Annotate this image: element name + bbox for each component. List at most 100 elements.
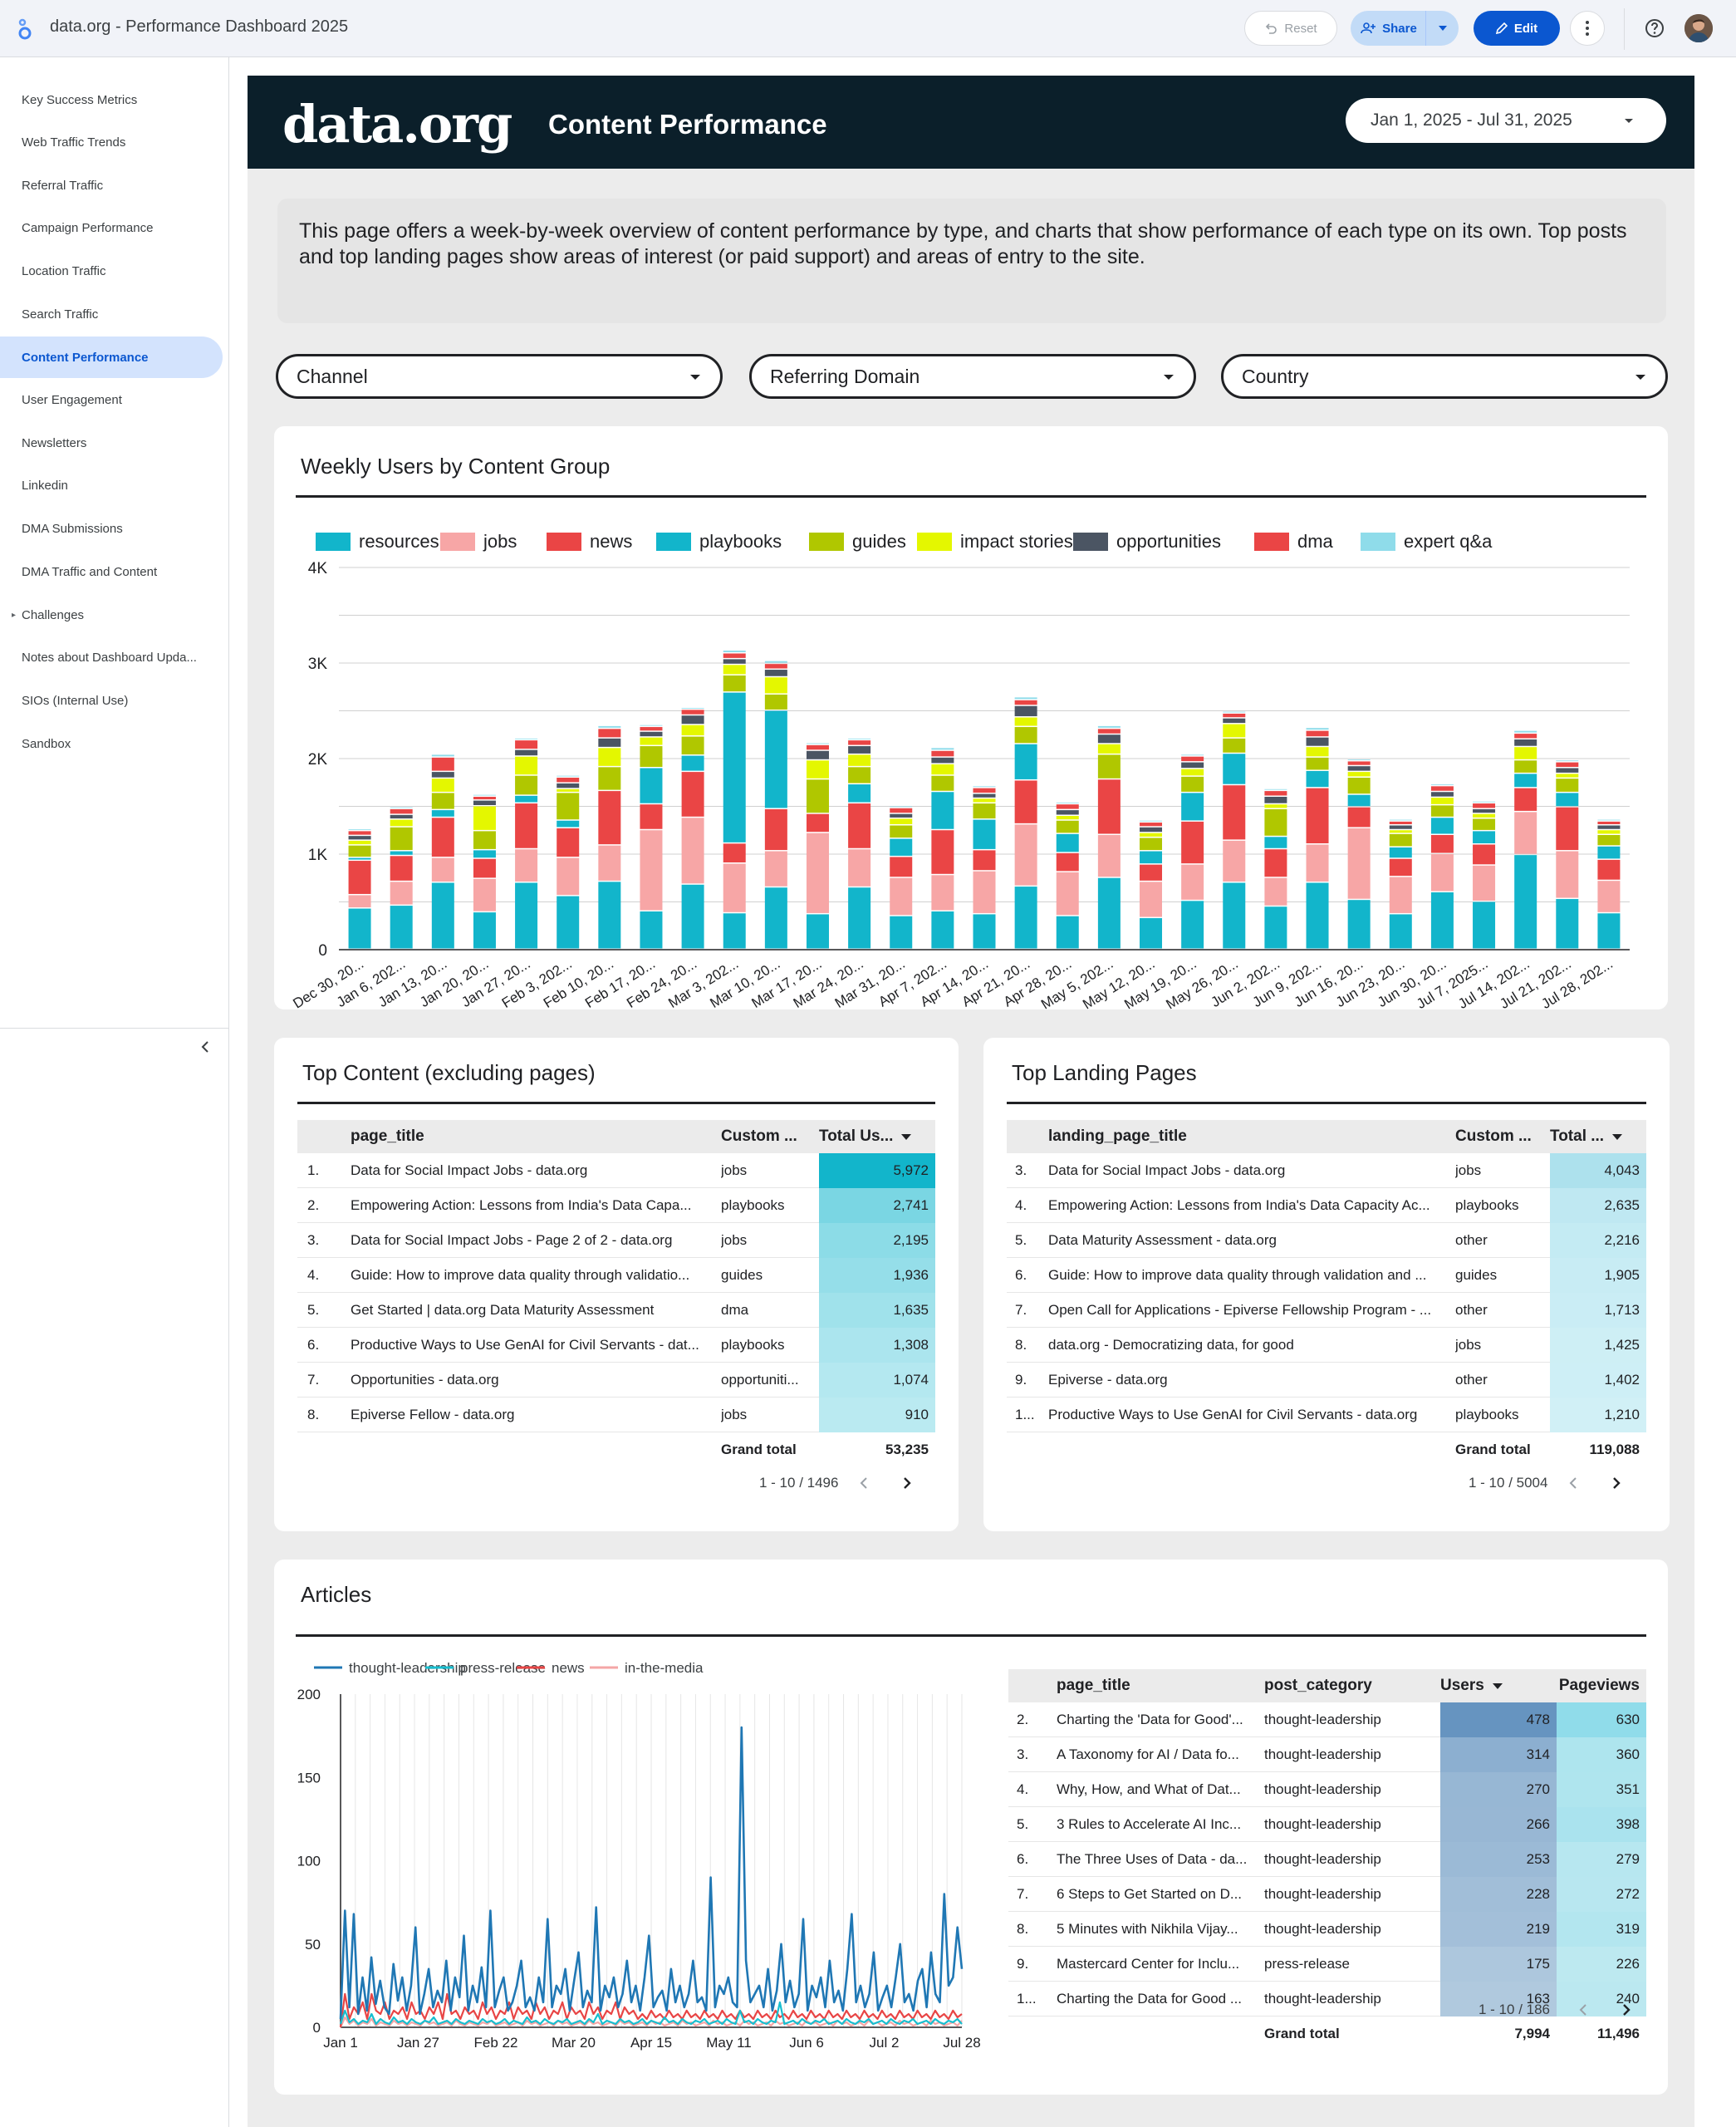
bar-segment-guides[interactable] bbox=[640, 746, 663, 767]
table-row[interactable]: 7. Opportunities - data.org opportuniti...… bbox=[297, 1363, 935, 1398]
bar-segment-guides[interactable] bbox=[1347, 778, 1371, 794]
column-header-total[interactable]: Total ... bbox=[1550, 1120, 1646, 1153]
bar-segment-news[interactable] bbox=[348, 861, 371, 894]
table-row[interactable]: 3. Data for Social Impact Jobs - data.org… bbox=[1007, 1153, 1646, 1188]
bar-segment-news[interactable] bbox=[1347, 807, 1371, 828]
bar-segment-impact-stories[interactable] bbox=[806, 760, 829, 779]
bar-segment-jobs[interactable] bbox=[1597, 881, 1621, 912]
bar-segment-playbooks[interactable] bbox=[1473, 831, 1496, 843]
bar-segment-news[interactable] bbox=[1264, 849, 1287, 877]
bar-segment-playbooks[interactable] bbox=[1514, 774, 1537, 788]
bar-segment-resources[interactable] bbox=[931, 911, 954, 949]
bar-segment-resources[interactable] bbox=[557, 896, 580, 949]
bar-segment-guides[interactable] bbox=[557, 793, 580, 820]
bar-segment-guides[interactable] bbox=[1306, 757, 1329, 770]
bar-segment-opportunities[interactable] bbox=[1556, 768, 1579, 773]
weekly-users-stacked-bar-chart[interactable]: resources jobs news playbooks guides impact s… bbox=[274, 501, 1668, 1009]
bar-segment-resources[interactable] bbox=[390, 906, 413, 949]
edit-button[interactable]: Edit bbox=[1474, 11, 1560, 46]
table-row[interactable]: 4. Guide: How to improve data quality thr… bbox=[297, 1258, 935, 1293]
bar-segment-impact-stories[interactable] bbox=[1473, 813, 1496, 818]
bar-segment-dma[interactable] bbox=[390, 808, 413, 814]
bar-segment-playbooks[interactable] bbox=[890, 838, 913, 856]
page-title-cell[interactable]: The Three Uses of Data - da... bbox=[1057, 1851, 1248, 1867]
bar-segment-news[interactable] bbox=[931, 830, 954, 874]
bar-segment-jobs[interactable] bbox=[848, 849, 871, 887]
series-line-thought-leadership[interactable] bbox=[339, 1726, 964, 2020]
legend-item-jobs[interactable]: jobs bbox=[440, 531, 517, 552]
bar-segment-resources[interactable] bbox=[764, 887, 787, 949]
bar-segment-resources[interactable] bbox=[1181, 901, 1204, 949]
bar-segment-news[interactable] bbox=[1306, 788, 1329, 843]
legend-item-impact-stories[interactable]: impact stories bbox=[917, 531, 1073, 552]
legend-item-dma[interactable]: dma bbox=[1254, 531, 1334, 552]
bar-segment-impact-stories[interactable] bbox=[557, 788, 580, 792]
bar-segment-playbooks[interactable] bbox=[723, 692, 746, 842]
bar-segment-opportunities[interactable] bbox=[681, 715, 704, 725]
legend-item-expert-q-a[interactable]: expert q&a bbox=[1361, 531, 1493, 552]
landing-page-title-cell[interactable]: Guide: How to improve data quality throu… bbox=[1048, 1267, 1427, 1283]
page-title-cell[interactable]: Mastercard Center for Inclu... bbox=[1057, 1956, 1240, 1972]
bar-segment-playbooks[interactable] bbox=[1556, 793, 1579, 807]
bar-segment-news[interactable] bbox=[1181, 821, 1204, 864]
bar-segment-impact-stories[interactable] bbox=[1389, 830, 1412, 833]
sidebar-item-campaign-performance[interactable]: Campaign Performance bbox=[0, 207, 223, 248]
bar-segment-impact-stories[interactable] bbox=[515, 756, 538, 775]
bar-segment-guides[interactable] bbox=[1473, 818, 1496, 830]
bar-segment-impact-stories[interactable] bbox=[890, 818, 913, 824]
legend-item-news[interactable]: news bbox=[547, 531, 632, 552]
next-page-chevron-right-icon[interactable] bbox=[1615, 1998, 1638, 2021]
bar-segment-impact-stories[interactable] bbox=[1264, 804, 1287, 808]
column-header-page-title[interactable]: page_title bbox=[351, 1127, 424, 1145]
bar-segment-news[interactable] bbox=[973, 850, 996, 871]
bar-segment-impact-stories[interactable] bbox=[390, 819, 413, 827]
reset-button[interactable]: Reset bbox=[1244, 11, 1337, 46]
legend-item-in-the-media[interactable]: in-the-media bbox=[590, 1660, 704, 1676]
bar-segment-jobs[interactable] bbox=[806, 833, 829, 913]
bar-segment-resources[interactable] bbox=[1264, 906, 1287, 949]
bar-segment-expert-q-a[interactable] bbox=[681, 708, 704, 709]
bar-segment-opportunities[interactable] bbox=[1181, 762, 1204, 769]
table-row[interactable]: 7. Open Call for Applications - Epiverse … bbox=[1007, 1293, 1646, 1328]
bar-segment-opportunities[interactable] bbox=[764, 670, 787, 676]
landing-page-title-cell[interactable]: Data Maturity Assessment - data.org bbox=[1048, 1232, 1277, 1248]
table-row[interactable]: 6. Productive Ways to Use GenAI for Civil… bbox=[297, 1328, 935, 1363]
bar-segment-resources[interactable] bbox=[848, 887, 871, 949]
bar-segment-opportunities[interactable] bbox=[1597, 825, 1621, 829]
bar-segment-resources[interactable] bbox=[1514, 855, 1537, 949]
bar-segment-playbooks[interactable] bbox=[1264, 837, 1287, 848]
bar-segment-opportunities[interactable] bbox=[598, 738, 621, 747]
landing-page-title-cell[interactable]: Data for Social Impact Jobs - data.org bbox=[1048, 1162, 1286, 1178]
bar-segment-dma[interactable] bbox=[890, 808, 913, 813]
table-row[interactable]: 4. Empowering Action: Lessons from India'… bbox=[1007, 1188, 1646, 1223]
bar-segment-jobs[interactable] bbox=[1140, 882, 1163, 917]
bar-segment-impact-stories[interactable] bbox=[973, 798, 996, 803]
bar-segment-resources[interactable] bbox=[1306, 882, 1329, 949]
bar-segment-news[interactable] bbox=[723, 843, 746, 862]
bar-segment-resources[interactable] bbox=[1389, 914, 1412, 949]
column-header-page-title[interactable]: page_title bbox=[1057, 1677, 1130, 1694]
bar-segment-playbooks[interactable] bbox=[848, 784, 871, 803]
bar-segment-playbooks[interactable] bbox=[515, 795, 538, 803]
bar-segment-dma[interactable] bbox=[848, 740, 871, 745]
bar-segment-news[interactable] bbox=[890, 857, 913, 877]
bar-segment-expert-q-a[interactable] bbox=[473, 794, 496, 796]
page-title-cell[interactable]: A Taxonomy for AI / Data fo... bbox=[1057, 1746, 1239, 1762]
table-row[interactable]: 9. Epiverse - data.org other 1,402 bbox=[1007, 1363, 1646, 1398]
bar-segment-jobs[interactable] bbox=[1223, 840, 1246, 882]
bar-segment-guides[interactable] bbox=[473, 831, 496, 849]
bar-segment-impact-stories[interactable] bbox=[1014, 717, 1037, 726]
sidebar-item-key-success-metrics[interactable]: Key Success Metrics bbox=[0, 79, 223, 120]
bar-segment-news[interactable] bbox=[1473, 844, 1496, 865]
bar-segment-impact-stories[interactable] bbox=[1140, 833, 1163, 837]
date-range-picker[interactable]: Jan 1, 2025 - Jul 31, 2025 bbox=[1346, 98, 1666, 143]
table-row[interactable]: 7. 6 Steps to Get Started on D... thought-… bbox=[1008, 1877, 1646, 1912]
referring-domain-filter[interactable]: Referring Domain bbox=[749, 354, 1196, 399]
bar-segment-guides[interactable] bbox=[890, 825, 913, 838]
column-header-custom[interactable]: Custom ... bbox=[1455, 1127, 1532, 1145]
bar-segment-playbooks[interactable] bbox=[973, 819, 996, 849]
bar-segment-dma[interactable] bbox=[640, 727, 663, 731]
bar-segment-impact-stories[interactable] bbox=[1306, 747, 1329, 757]
legend-item-news[interactable]: news bbox=[517, 1660, 585, 1676]
bar-segment-resources[interactable] bbox=[1597, 913, 1621, 949]
